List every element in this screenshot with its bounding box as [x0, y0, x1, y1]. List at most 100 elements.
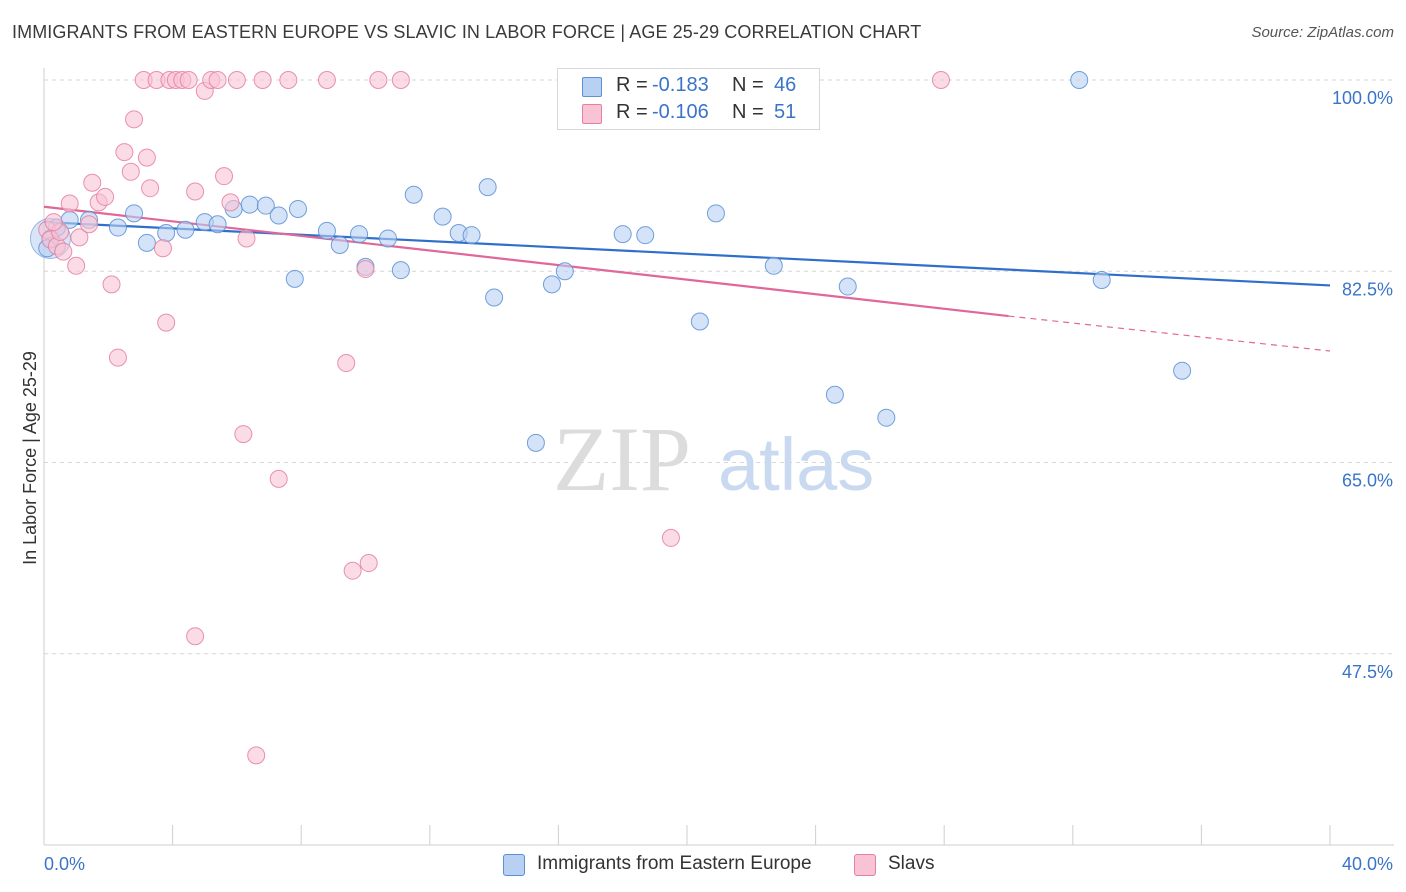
axes: [43, 68, 1394, 846]
data-point: [379, 229, 398, 248]
chart-source: Source: ZipAtlas.com: [1251, 24, 1394, 41]
data-point: [269, 206, 288, 225]
trend-line-slavs-extension: [1008, 315, 1331, 352]
y-tick-label: 100.0%: [1332, 88, 1393, 108]
chart-title: IMMIGRANTS FROM EASTERN EUROPE VS SLAVIC…: [12, 22, 922, 42]
x-tick-label: 40.0%: [1342, 854, 1393, 874]
data-point: [80, 215, 99, 234]
data-point: [253, 71, 272, 89]
data-point: [54, 242, 73, 261]
data-point: [317, 221, 336, 240]
y-tick-label: 65.0%: [1342, 471, 1393, 491]
data-point: [542, 275, 561, 294]
data-point: [350, 225, 369, 244]
data-point: [330, 236, 349, 255]
data-point: [391, 261, 410, 280]
data-point: [359, 554, 378, 573]
data-point: [137, 233, 156, 252]
data-point: [240, 195, 259, 214]
data-point: [433, 207, 452, 226]
data-point: [636, 226, 655, 245]
data-point: [186, 627, 205, 646]
data-point: [60, 194, 79, 213]
y-tick-label: 47.5%: [1342, 662, 1393, 682]
data-points: [29, 71, 1192, 765]
data-point: [337, 354, 356, 373]
data-point: [343, 561, 362, 580]
legend-r-value: -0.106: [652, 101, 709, 123]
legend-swatch-pink: [582, 104, 602, 124]
data-point: [764, 256, 783, 275]
data-point: [215, 167, 234, 186]
data-point: [157, 313, 176, 332]
legend-r-label: R =: [616, 101, 648, 123]
data-point: [690, 312, 709, 331]
legend-n-value: 51: [774, 101, 797, 123]
data-point: [221, 193, 240, 212]
data-point: [176, 220, 195, 239]
data-point: [1092, 270, 1111, 289]
data-point: [141, 179, 160, 198]
data-point: [931, 71, 950, 89]
watermark-atlas: atlas: [718, 423, 874, 506]
data-point: [157, 224, 176, 242]
data-point: [96, 187, 115, 206]
data-point: [208, 215, 227, 234]
legend-n-label: N =: [732, 74, 764, 96]
data-point: [108, 348, 127, 367]
watermark-zip: ZIP: [553, 408, 691, 510]
data-point: [555, 262, 574, 281]
legend-n-value: 46: [774, 74, 797, 96]
data-point: [1070, 71, 1089, 89]
data-point: [186, 182, 205, 201]
data-point: [44, 213, 63, 232]
data-point: [208, 71, 227, 89]
data-point: [838, 277, 857, 296]
legend-n-label: N =: [732, 101, 764, 123]
data-point: [317, 71, 336, 89]
grid-lines: [44, 79, 1394, 655]
data-point: [613, 225, 632, 244]
data-point: [285, 269, 304, 288]
data-point: [404, 185, 423, 204]
trend-lines: [43, 205, 1331, 352]
data-point: [153, 239, 172, 258]
data-point: [391, 71, 410, 89]
watermark: ZIP atlas: [553, 408, 874, 510]
data-point: [234, 425, 253, 444]
data-point: [279, 71, 298, 89]
data-point: [256, 196, 275, 215]
legend-r-value: -0.183: [652, 74, 709, 96]
data-point: [356, 260, 375, 279]
tick-labels: 100.0% 82.5% 65.0% 47.5% 0.0% 40.0%: [44, 88, 1393, 874]
data-point: [485, 288, 504, 307]
data-point: [102, 275, 121, 294]
stats-legend: R = -0.183 N = 46 R = -0.106 N = 51: [557, 68, 820, 130]
y-axis-label: In Labor Force | Age 25-29: [20, 351, 40, 565]
data-point: [269, 469, 288, 488]
data-point: [137, 148, 156, 167]
data-point: [877, 408, 896, 427]
data-point: [227, 71, 246, 89]
data-point: [1173, 361, 1192, 380]
data-point: [288, 199, 307, 218]
data-point: [247, 746, 266, 765]
data-point: [121, 162, 140, 181]
bottom-legend-label: Immigrants from Eastern Europe: [537, 853, 812, 874]
data-point: [179, 71, 198, 89]
data-point: [706, 204, 725, 223]
data-point: [661, 528, 680, 547]
data-point: [125, 110, 144, 129]
data-point: [125, 204, 144, 223]
x-tick-label: 0.0%: [44, 854, 85, 874]
bottom-legend-swatch-blue: [503, 854, 525, 876]
bottom-legend-swatch-pink: [854, 854, 876, 876]
legend-swatch-blue: [582, 77, 602, 97]
data-point: [83, 173, 102, 192]
data-point: [115, 143, 134, 162]
bottom-legend-label: Slavs: [888, 853, 935, 874]
data-point: [825, 385, 844, 404]
data-point: [462, 226, 481, 245]
data-point: [67, 256, 86, 275]
